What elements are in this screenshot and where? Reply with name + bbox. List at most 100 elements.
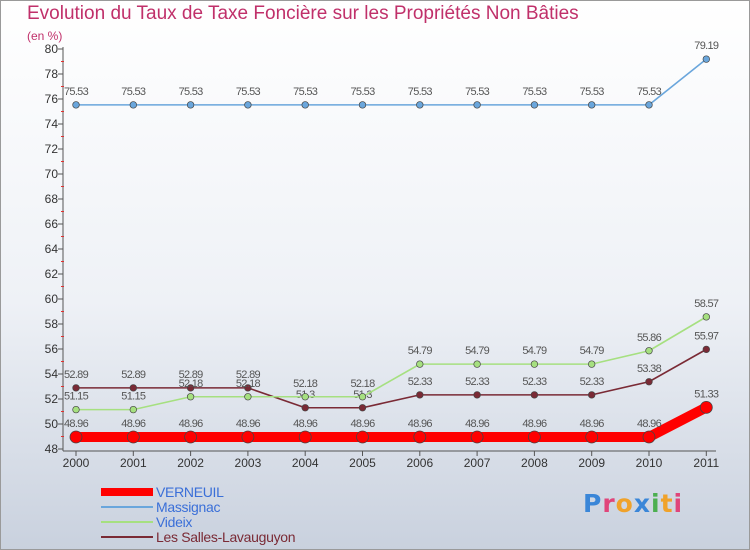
- logo-letter: i: [673, 489, 684, 518]
- data-point-verneuil: [356, 430, 369, 444]
- data-label-massignac: 75.53: [522, 86, 547, 98]
- data-point-les-salles-lavauguyon: [301, 404, 309, 412]
- y-tick-label: 78: [45, 67, 59, 81]
- x-tick-label: 2006: [406, 456, 433, 470]
- logo-letter: t: [660, 489, 674, 518]
- series-line-verneuil: [71, 402, 712, 442]
- data-point-les-salles-lavauguyon: [588, 391, 596, 399]
- chart-title: Evolution du Taux de Taxe Foncière sur l…: [27, 3, 579, 24]
- legend-label-videix: Videix: [156, 514, 193, 530]
- data-point-verneuil: [241, 430, 255, 444]
- data-point-videix: [244, 393, 252, 401]
- x-tick-label: 2008: [521, 456, 548, 470]
- data-point-massignac: [473, 101, 481, 109]
- data-label-verneuil: 48.96: [408, 418, 433, 430]
- y-tick-label: 80: [45, 42, 59, 56]
- data-label-verneuil: 48.96: [236, 418, 261, 430]
- data-point-verneuil: [470, 430, 484, 444]
- data-label-les-salles-lavauguyon: 52.33: [580, 376, 605, 388]
- data-label-massignac: 79.19: [694, 40, 719, 52]
- x-tick-label: 2003: [235, 456, 262, 470]
- data-point-videix: [186, 393, 195, 401]
- data-point-videix: [645, 347, 653, 355]
- x-tick-label: 2000: [63, 456, 90, 470]
- data-label-verneuil: 48.96: [465, 418, 490, 430]
- data-point-les-salles-lavauguyon: [358, 404, 367, 412]
- data-label-verneuil: 48.96: [580, 418, 605, 430]
- data-label-massignac: 75.53: [465, 86, 490, 98]
- data-label-videix: 54.79: [408, 345, 433, 357]
- y-tick-label: 76: [45, 92, 59, 106]
- data-label-massignac: 75.53: [580, 86, 605, 98]
- data-point-verneuil: [413, 430, 427, 444]
- legend-label-les-salles-lavauguyon: Les Salles-Lavauguyon: [156, 529, 296, 545]
- legend-swatch-les-salles-lavauguyon: [101, 536, 153, 538]
- data-point-videix: [301, 393, 309, 401]
- y-tick-label: 64: [45, 242, 59, 256]
- y-tick-label: 62: [45, 267, 59, 281]
- data-point-videix: [416, 360, 424, 368]
- data-label-les-salles-lavauguyon: 55.97: [694, 330, 719, 342]
- data-point-verneuil: [642, 430, 656, 444]
- data-label-les-salles-lavauguyon: 52.89: [64, 369, 89, 381]
- data-label-verneuil: 48.96: [522, 418, 547, 430]
- data-point-massignac: [416, 101, 424, 109]
- data-label-les-salles-lavauguyon: 52.33: [408, 376, 433, 388]
- data-point-massignac: [588, 101, 596, 109]
- legend-swatch-videix: [101, 521, 153, 523]
- data-point-les-salles-lavauguyon: [186, 384, 195, 392]
- data-label-verneuil: 48.96: [293, 418, 318, 430]
- x-tick-label: 2010: [636, 456, 663, 470]
- data-point-videix: [702, 313, 710, 321]
- logo-letter: x: [633, 489, 651, 518]
- logo-letter: o: [615, 489, 634, 518]
- logo-letter: P: [583, 489, 603, 518]
- data-point-les-salles-lavauguyon: [530, 391, 539, 399]
- data-label-verneuil: 48.96: [121, 418, 146, 430]
- data-label-videix: 52.18: [350, 378, 375, 390]
- y-tick-label: 60: [45, 292, 59, 306]
- data-point-verneuil: [184, 430, 198, 444]
- y-tick-label: 74: [45, 117, 59, 131]
- data-point-massignac: [702, 55, 710, 63]
- data-label-massignac: 75.53: [121, 86, 146, 98]
- data-label-videix: 54.79: [580, 345, 605, 357]
- data-point-les-salles-lavauguyon: [416, 391, 424, 399]
- y-tick-label: 72: [45, 142, 59, 156]
- data-label-verneuil: 48.96: [637, 418, 662, 430]
- data-point-les-salles-lavauguyon: [702, 345, 710, 354]
- y-tick-label: 70: [45, 167, 59, 181]
- y-tick-label: 48: [45, 442, 59, 456]
- data-label-massignac: 75.53: [236, 86, 261, 98]
- data-point-verneuil: [585, 430, 599, 444]
- data-point-massignac: [645, 101, 653, 109]
- data-point-les-salles-lavauguyon: [129, 384, 137, 392]
- data-point-videix: [129, 405, 137, 414]
- data-label-videix: 51.15: [64, 391, 89, 403]
- y-tick-label: 68: [45, 192, 59, 206]
- legend-swatch-massignac: [101, 506, 153, 508]
- data-label-massignac: 75.53: [293, 86, 318, 98]
- series-line-les-salles-lavauguyon: [75, 348, 708, 409]
- series-line-videix: [75, 316, 708, 411]
- y-tick-label: 56: [45, 342, 59, 356]
- x-tick-label: 2002: [177, 456, 204, 470]
- data-point-verneuil: [528, 430, 541, 444]
- logo-letter: i: [651, 489, 661, 518]
- legend-label-massignac: Massignac: [156, 499, 221, 515]
- data-label-massignac: 75.53: [350, 86, 375, 98]
- data-point-massignac: [129, 101, 137, 109]
- data-label-videix: 54.79: [465, 345, 490, 357]
- data-point-verneuil: [298, 430, 312, 444]
- data-point-les-salles-lavauguyon: [244, 384, 252, 392]
- data-point-massignac: [72, 101, 80, 109]
- data-point-massignac: [186, 101, 195, 109]
- data-point-videix: [72, 405, 80, 414]
- x-tick-label: 2009: [578, 456, 605, 470]
- data-label-les-salles-lavauguyon: 53.38: [637, 363, 662, 375]
- data-label-les-salles-lavauguyon: 52.33: [465, 376, 490, 388]
- data-point-verneuil: [69, 430, 83, 444]
- data-point-videix: [358, 393, 367, 401]
- data-point-massignac: [358, 101, 367, 109]
